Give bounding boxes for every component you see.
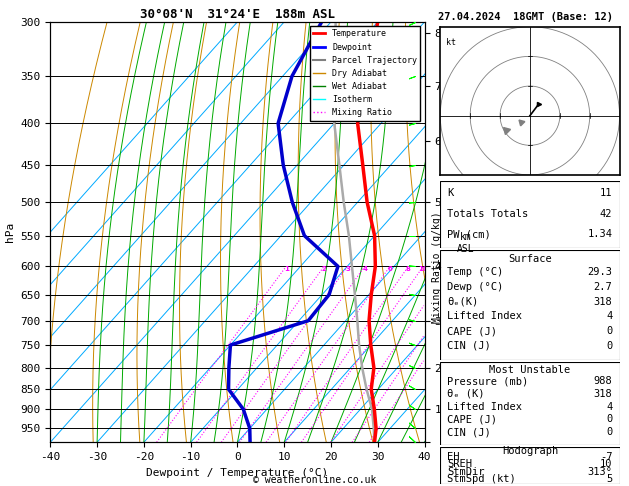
Text: StmSpd (kt): StmSpd (kt) xyxy=(447,474,516,484)
Text: Totals Totals: Totals Totals xyxy=(447,208,529,219)
Y-axis label: hPa: hPa xyxy=(5,222,15,242)
Text: 3: 3 xyxy=(345,266,350,272)
Text: 5: 5 xyxy=(606,474,613,484)
Text: CIN (J): CIN (J) xyxy=(447,427,491,437)
Text: θₑ(K): θₑ(K) xyxy=(447,296,479,307)
Text: 318: 318 xyxy=(594,389,613,399)
Text: 42: 42 xyxy=(600,208,613,219)
Text: 2: 2 xyxy=(321,266,326,272)
Text: CIN (J): CIN (J) xyxy=(447,341,491,351)
Text: Lifted Index: Lifted Index xyxy=(447,312,523,321)
Text: 318: 318 xyxy=(594,296,613,307)
Text: 8: 8 xyxy=(406,266,411,272)
Text: Mixing Ratio (g/kg): Mixing Ratio (g/kg) xyxy=(432,211,442,323)
Text: SREH: SREH xyxy=(447,459,472,469)
Text: 0: 0 xyxy=(606,326,613,336)
Text: Surface: Surface xyxy=(508,254,552,264)
Text: CAPE (J): CAPE (J) xyxy=(447,326,498,336)
Text: 11: 11 xyxy=(600,188,613,198)
Text: Hodograph: Hodograph xyxy=(502,446,558,456)
Text: Pressure (mb): Pressure (mb) xyxy=(447,376,529,386)
Text: 988: 988 xyxy=(594,376,613,386)
Text: StmDir: StmDir xyxy=(447,467,485,477)
Text: 0: 0 xyxy=(606,427,613,437)
Y-axis label: km
ASL: km ASL xyxy=(457,232,475,254)
Text: 10: 10 xyxy=(600,459,613,469)
Text: 4: 4 xyxy=(606,312,613,321)
Text: CAPE (J): CAPE (J) xyxy=(447,415,498,424)
X-axis label: Dewpoint / Temperature (°C): Dewpoint / Temperature (°C) xyxy=(147,468,328,478)
Text: Temp (°C): Temp (°C) xyxy=(447,267,504,277)
Text: 4: 4 xyxy=(606,402,613,412)
Text: 1.34: 1.34 xyxy=(587,229,613,240)
Text: 6: 6 xyxy=(387,266,392,272)
Text: -7: -7 xyxy=(600,452,613,462)
Text: © weatheronline.co.uk: © weatheronline.co.uk xyxy=(253,475,376,485)
Text: 0: 0 xyxy=(606,415,613,424)
Text: 10: 10 xyxy=(418,266,428,272)
Text: 29.3: 29.3 xyxy=(587,267,613,277)
Text: EH: EH xyxy=(447,452,460,462)
Text: 2.7: 2.7 xyxy=(594,282,613,292)
Text: 313°: 313° xyxy=(587,467,613,477)
Text: kt: kt xyxy=(446,37,456,47)
Text: K: K xyxy=(447,188,454,198)
Text: PW (cm): PW (cm) xyxy=(447,229,491,240)
Text: 27.04.2024  18GMT (Base: 12): 27.04.2024 18GMT (Base: 12) xyxy=(438,12,613,22)
Text: Dewp (°C): Dewp (°C) xyxy=(447,282,504,292)
Title: 30°08'N  31°24'E  188m ASL: 30°08'N 31°24'E 188m ASL xyxy=(140,8,335,21)
Text: 0: 0 xyxy=(606,341,613,351)
Text: Lifted Index: Lifted Index xyxy=(447,402,523,412)
Text: 1: 1 xyxy=(284,266,289,272)
Text: Most Unstable: Most Unstable xyxy=(489,365,571,375)
Legend: Temperature, Dewpoint, Parcel Trajectory, Dry Adiabat, Wet Adiabat, Isotherm, Mi: Temperature, Dewpoint, Parcel Trajectory… xyxy=(309,26,420,121)
Text: 4: 4 xyxy=(362,266,367,272)
Text: θₑ (K): θₑ (K) xyxy=(447,389,485,399)
